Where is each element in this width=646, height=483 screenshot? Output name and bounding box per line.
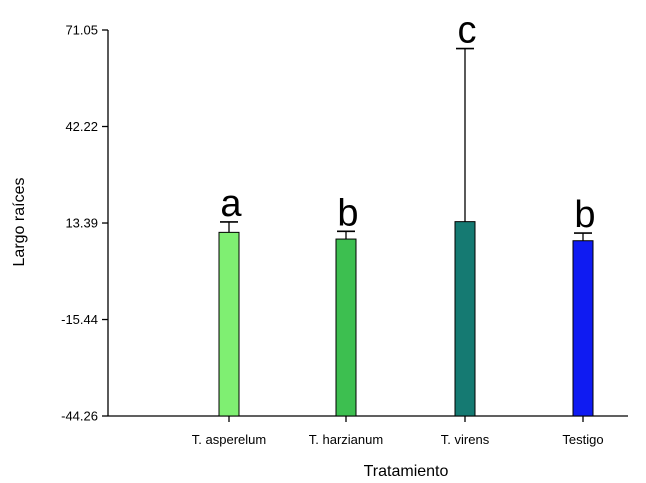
- bar: [335, 238, 357, 417]
- y-tick-label: 42.22: [65, 119, 98, 134]
- y-tick-label: -15.44: [61, 312, 98, 327]
- bar: [572, 240, 594, 417]
- y-ticks: -44.26 -15.44 13.39 42.22 71.05: [61, 23, 108, 424]
- x-tick-label: T. harzianum: [309, 432, 383, 447]
- significance-letter: a: [220, 183, 242, 225]
- y-tick-label: -44.26: [61, 409, 98, 424]
- significance-letter: b: [337, 192, 358, 234]
- x-tick-label: Testigo: [562, 432, 603, 447]
- y-axis-title: Largo raíces: [11, 178, 28, 267]
- x-axis-title: Tratamiento: [364, 463, 449, 480]
- x-tick-label: T. virens: [441, 432, 490, 447]
- significance-letter: b: [574, 194, 595, 236]
- y-tick-label: 71.05: [65, 23, 98, 38]
- x-tick-label: T. asperelum: [192, 432, 266, 447]
- significance-letter: c: [458, 10, 477, 52]
- y-tick-label: 13.39: [65, 216, 98, 231]
- x-ticks: T. asperelum T. harzianum T. virens Testigo: [192, 416, 604, 447]
- bar: [218, 231, 240, 417]
- bar: [454, 221, 476, 417]
- bars: a b c b: [218, 10, 596, 417]
